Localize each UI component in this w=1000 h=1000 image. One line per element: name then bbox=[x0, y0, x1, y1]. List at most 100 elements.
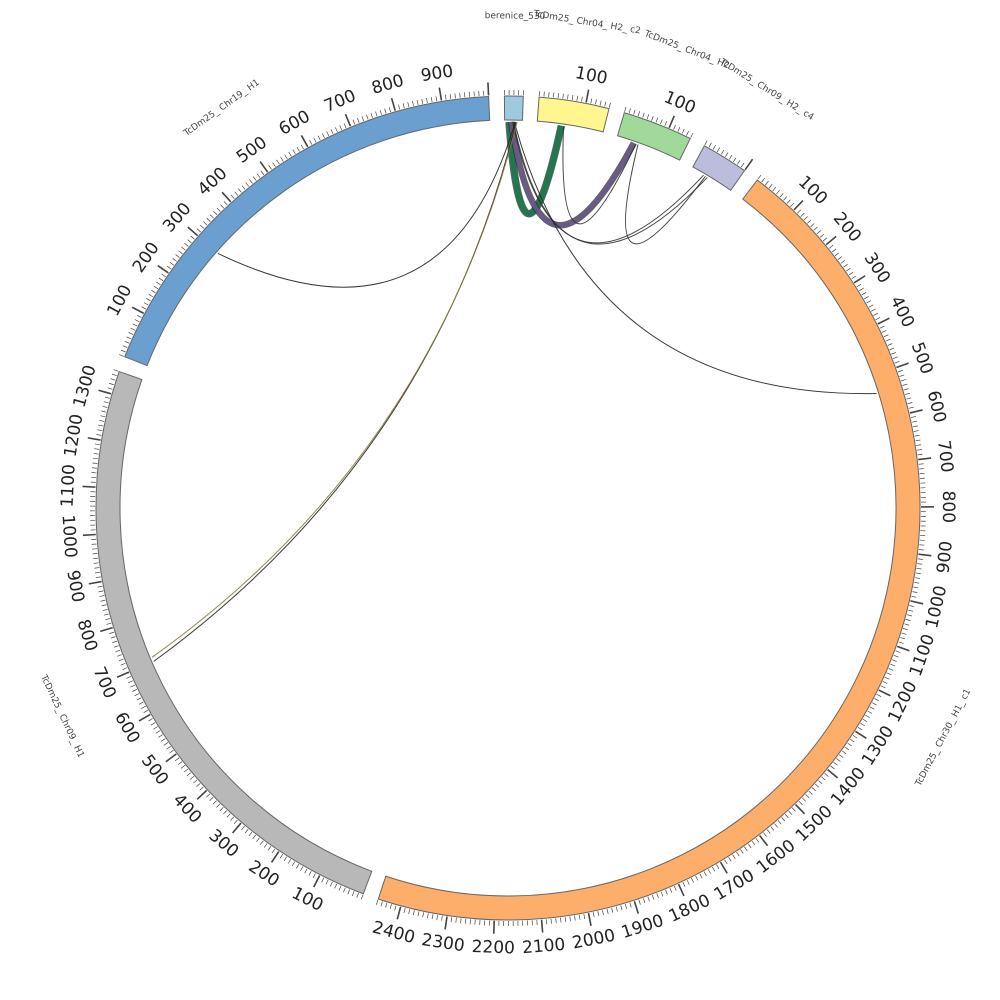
minor-tick bbox=[629, 902, 632, 908]
minor-tick bbox=[728, 856, 732, 862]
major-tick bbox=[116, 671, 130, 678]
chromosome-label-chr19_h1: TcDm25_ Chr19_ H1 bbox=[182, 78, 262, 139]
minor-tick bbox=[155, 730, 161, 734]
tick-label: 2100 bbox=[521, 935, 566, 958]
minor-tick bbox=[867, 710, 873, 714]
minor-tick bbox=[772, 186, 777, 192]
major-tick bbox=[98, 389, 112, 395]
minor-tick bbox=[150, 722, 156, 726]
major-tick bbox=[633, 900, 640, 914]
minor-tick bbox=[682, 882, 686, 887]
minor-tick bbox=[136, 697, 142, 701]
minor-tick bbox=[113, 645, 119, 648]
minor-tick bbox=[901, 632, 907, 635]
minor-tick bbox=[893, 654, 899, 658]
minor-tick bbox=[334, 883, 338, 889]
major-tick bbox=[165, 753, 177, 763]
minor-tick bbox=[664, 121, 668, 127]
minor-tick bbox=[830, 765, 835, 770]
minor-tick bbox=[851, 275, 856, 280]
minor-tick bbox=[881, 330, 887, 333]
minor-tick bbox=[203, 221, 208, 226]
minor-tick bbox=[272, 162, 276, 167]
minor-tick bbox=[797, 209, 802, 214]
minor-tick bbox=[604, 101, 607, 107]
minor-tick bbox=[199, 786, 204, 791]
minor-tick bbox=[398, 104, 401, 110]
minor-tick bbox=[107, 387, 113, 390]
minor-tick bbox=[860, 722, 865, 727]
minor-tick bbox=[569, 916, 571, 922]
major-tick bbox=[221, 191, 232, 203]
minor-tick bbox=[427, 913, 429, 919]
minor-tick bbox=[695, 875, 699, 881]
minor-tick bbox=[900, 379, 906, 382]
minor-tick bbox=[435, 96, 438, 102]
minor-tick bbox=[765, 180, 769, 186]
minor-tick bbox=[153, 285, 159, 290]
minor-tick bbox=[244, 828, 249, 834]
minor-tick bbox=[550, 918, 552, 924]
minor-tick bbox=[412, 101, 414, 107]
minor-tick bbox=[882, 681, 888, 684]
minor-tick bbox=[394, 905, 397, 911]
major-tick bbox=[918, 457, 932, 461]
minor-tick bbox=[624, 903, 628, 909]
major-tick bbox=[396, 906, 402, 920]
minor-tick bbox=[725, 152, 729, 157]
minor-tick bbox=[889, 347, 895, 351]
minor-tick bbox=[158, 734, 163, 738]
major-tick bbox=[270, 851, 280, 863]
minor-tick bbox=[914, 581, 920, 584]
tick-label: 1000 bbox=[58, 514, 81, 558]
minor-tick bbox=[833, 761, 838, 766]
minor-tick bbox=[193, 779, 198, 784]
minor-tick bbox=[887, 343, 893, 346]
minor-tick bbox=[206, 793, 211, 798]
minor-tick bbox=[656, 893, 659, 899]
minor-tick bbox=[130, 684, 136, 688]
minor-tick bbox=[143, 709, 149, 714]
minor-tick bbox=[160, 738, 166, 742]
minor-tick bbox=[343, 123, 347, 129]
minor-tick bbox=[111, 373, 117, 377]
minor-tick bbox=[334, 127, 338, 133]
minor-tick bbox=[120, 349, 126, 353]
minor-tick bbox=[296, 863, 300, 869]
major-tick bbox=[877, 317, 890, 325]
minor-tick bbox=[856, 283, 862, 288]
minor-tick bbox=[763, 832, 767, 837]
chromosome-block-berenice_530 bbox=[503, 95, 524, 121]
minor-tick bbox=[908, 609, 914, 612]
minor-tick bbox=[115, 649, 121, 653]
minor-tick bbox=[784, 813, 789, 819]
tick-label: 2400 bbox=[370, 918, 417, 949]
minor-tick bbox=[884, 676, 890, 680]
minor-tick bbox=[560, 917, 562, 923]
minor-tick bbox=[624, 106, 627, 112]
tick-label: 500 bbox=[907, 340, 937, 377]
minor-tick bbox=[552, 92, 555, 98]
minor-tick bbox=[343, 887, 346, 893]
chromosome-label-chr30_h1_c1: TcDm25_ Chr30_ H1_ c1 bbox=[913, 687, 973, 789]
minor-tick bbox=[464, 92, 466, 98]
minor-tick bbox=[883, 334, 889, 338]
minor-tick bbox=[312, 873, 316, 878]
minor-tick bbox=[660, 891, 664, 897]
major-tick bbox=[918, 553, 932, 557]
minor-tick bbox=[245, 182, 250, 187]
minor-tick bbox=[890, 663, 896, 667]
minor-tick bbox=[880, 685, 886, 689]
minor-tick bbox=[375, 111, 378, 117]
minor-tick bbox=[615, 906, 618, 912]
minor-tick bbox=[602, 909, 604, 916]
tick-label: 1100 bbox=[906, 632, 939, 679]
minor-tick bbox=[134, 693, 140, 697]
minor-tick bbox=[564, 916, 567, 923]
major-tick bbox=[390, 97, 396, 111]
minor-tick bbox=[422, 912, 425, 918]
minor-tick bbox=[786, 199, 791, 204]
tick-label: 100 bbox=[288, 883, 326, 916]
major-tick bbox=[853, 275, 866, 284]
minor-tick bbox=[441, 915, 443, 921]
